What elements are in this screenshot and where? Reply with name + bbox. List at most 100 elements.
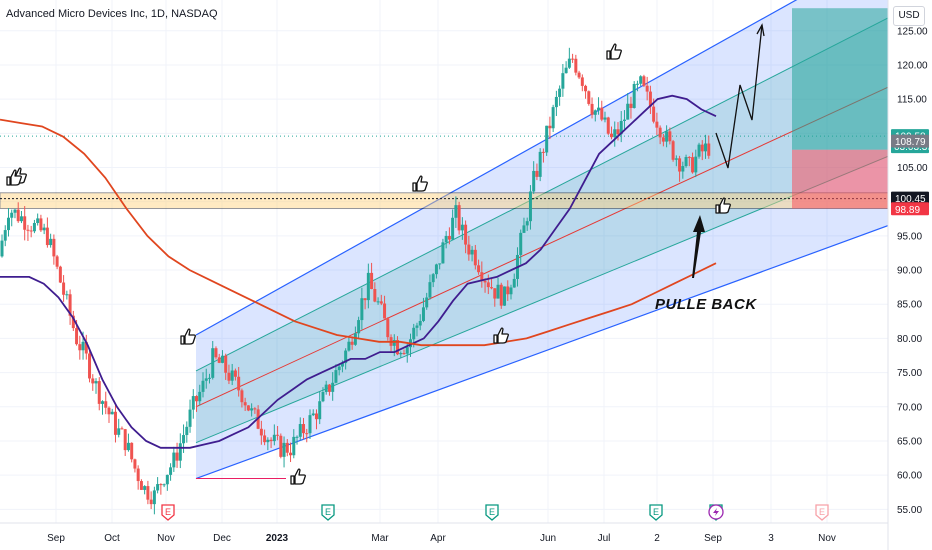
dividend-flash-icon[interactable] [708,504,724,520]
price-tag: 100.45 [891,191,929,205]
candle-body [55,256,59,267]
candle-body [334,370,338,383]
candle-body [101,401,105,404]
candle-body [259,428,263,436]
candle-body [707,143,711,156]
candle-body [580,77,584,86]
price-tag: 108.79 [891,134,929,148]
candle-body [201,380,205,392]
earnings-marker[interactable]: E [321,504,335,521]
earnings-marker-label: E [819,507,825,517]
earnings-marker[interactable]: E [161,504,175,521]
candle-body [130,442,134,460]
candle-body [321,391,325,402]
candle-body [451,217,455,240]
candle-body [207,377,211,379]
projection-arrow-head [756,23,765,37]
y-tick-label: 90.00 [897,266,922,277]
earnings-marker-label: E [325,507,331,517]
candle-body [402,353,406,355]
candle-body [344,350,348,364]
earnings-marker[interactable]: E [485,504,499,521]
earnings-marker-shape [485,504,499,521]
candle-body [593,110,597,115]
candle-body [143,486,147,490]
y-tick-label: 115.00 [897,95,927,106]
channel-lower-line [195,225,888,480]
candle-body [379,301,383,304]
candle-body [360,298,364,321]
candle-body [185,426,189,436]
candle-body [10,212,14,218]
earnings-marker[interactable]: E [649,504,663,521]
price-tag-value: 100.45 [895,194,926,205]
candle-body [665,131,669,142]
candle-body [243,402,247,406]
earnings-marker-label: E [653,507,659,517]
candle-body [97,381,101,404]
x-tick-label: Oct [104,533,120,544]
earnings-marker[interactable]: E [815,504,829,521]
candle-body [182,435,186,444]
candle-body [113,411,117,435]
x-tick-label: 3 [768,533,774,544]
candle-body [195,396,199,402]
y-tick-label: 70.00 [897,402,922,413]
candle-body [159,484,163,486]
candle-body [136,468,140,482]
candle-body [635,83,639,85]
candle-body [493,288,497,299]
candle-body [415,325,419,328]
candle-body [541,151,545,153]
candle-body [250,408,254,411]
candle-body [597,107,601,111]
candle-body [655,121,659,128]
candle-body [68,294,72,316]
candle-body [305,433,309,435]
candle-body [327,384,331,392]
position-stop-zone [792,149,888,209]
candle-body [88,353,92,379]
candle-body [506,286,510,295]
candle-body [178,443,182,461]
earnings-marker-label: E [165,507,171,517]
candle-body [535,170,539,177]
candle-body [499,284,503,306]
x-axis: Sep Oct Nov Dec 2023 Mar Apr Jun Jul 2 Sep 3 Nov E E E E… [0,504,888,544]
candle-body [467,244,471,255]
flash-bolt [713,508,719,516]
candle-body [405,347,409,354]
candle-body [464,224,468,245]
position-target-zone [792,8,888,150]
thumbs-up-icon [180,328,196,345]
candle-body [554,96,558,108]
channel-quarter-upper [195,17,888,372]
thumbs-up-icon [412,175,428,192]
candle-body [548,125,552,129]
candle-body [431,274,435,283]
candle-body [528,191,532,222]
candle-body [421,307,425,321]
candle-body [366,272,370,301]
candle-body [188,409,192,427]
candle-body [603,117,607,120]
candle-body [62,282,66,295]
candle-body [567,58,571,68]
thumbs-up-shape [715,197,731,214]
candle-body [279,435,283,457]
candle-body [454,205,458,218]
candle-body [347,341,351,351]
candle-body [697,144,701,157]
currency-selector[interactable]: USD [893,6,925,26]
x-tick-label: Sep [704,533,722,544]
candle-body [3,230,7,241]
candle-body [233,370,237,377]
y-tick-label: 55.00 [897,505,922,516]
candle-body [373,289,377,302]
candle-body [396,339,400,355]
candle-body [81,341,85,351]
thumbs-up-icon [6,169,22,186]
candle-body [94,381,98,384]
thumbs-up-icon [290,468,306,485]
